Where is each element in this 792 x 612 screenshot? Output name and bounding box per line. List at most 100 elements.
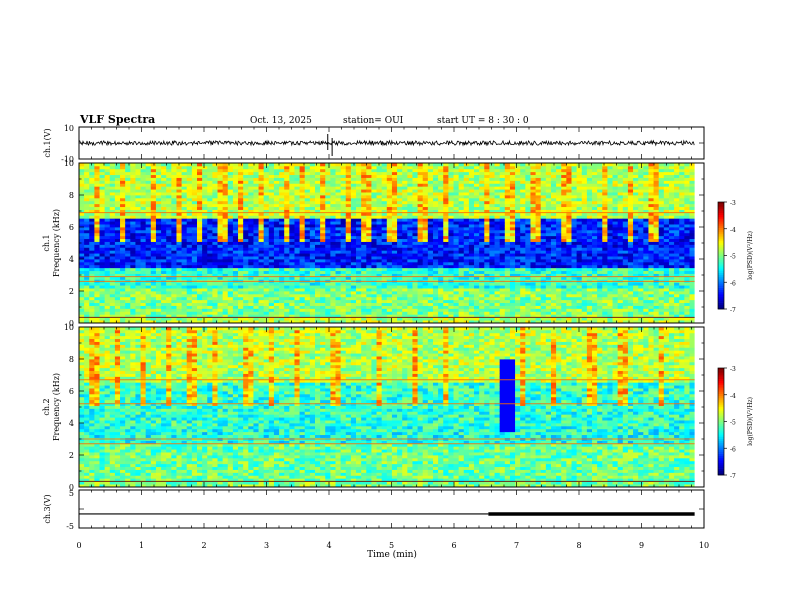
spectrogram-cell <box>279 200 285 205</box>
spectrogram-cell <box>186 212 193 216</box>
spectrogram-cell <box>304 195 311 199</box>
spectrogram-cell <box>320 241 326 245</box>
spectrogram-cell <box>114 293 121 298</box>
spectrogram-cell <box>489 250 495 254</box>
spectrogram-cell <box>448 221 454 225</box>
spectrogram-cell <box>509 227 516 231</box>
spectrogram-cell <box>232 238 239 242</box>
spectrogram-cell <box>350 270 357 274</box>
spectrogram-cell <box>484 293 490 298</box>
spectrogram-cell <box>356 305 362 309</box>
spectrogram-cell <box>504 302 511 306</box>
spectrogram-cell <box>150 229 157 234</box>
spectrogram-cell <box>279 235 285 240</box>
spectrogram-cell <box>232 235 239 240</box>
spectrogram-cell <box>504 314 511 318</box>
spectrogram-cell <box>356 250 362 254</box>
spectrogram-cell <box>515 282 521 286</box>
spectrogram-cell <box>412 267 418 272</box>
spectrogram-cell <box>196 212 203 216</box>
spectrogram-cell <box>417 212 424 216</box>
spectrogram-cell <box>381 203 388 208</box>
spectrogram-cell <box>104 209 111 213</box>
spectrogram-cell <box>484 282 490 286</box>
figure-title: VLF Spectra <box>79 113 155 126</box>
spectrogram-cell <box>432 238 439 242</box>
spectrogram-cell <box>386 212 393 216</box>
spectrogram-cell <box>268 282 275 286</box>
spectrogram-cell <box>458 302 465 306</box>
spectrogram-cell <box>191 221 198 225</box>
spectrogram-cell <box>94 314 100 318</box>
spectrogram-cell <box>453 215 460 219</box>
spectrogram-cell <box>232 247 239 251</box>
spectrogram-cell <box>438 311 444 315</box>
spectrogram-cell <box>504 291 511 295</box>
spectrogram-cell <box>304 244 311 248</box>
spectrogram-cell <box>99 308 106 312</box>
spectrogram-cell <box>191 296 198 301</box>
spectrogram-cell <box>335 180 342 184</box>
spectrogram-cell <box>186 314 193 318</box>
spectrogram-cell <box>525 320 531 324</box>
spectrogram-cell <box>212 215 218 219</box>
spectrogram-cell <box>453 256 460 260</box>
spectrogram-cell <box>243 267 249 272</box>
spectrogram-cell <box>309 174 316 178</box>
spectrogram-cell <box>432 314 439 318</box>
spectrogram-cell <box>340 163 347 167</box>
spectrogram-cell <box>150 308 157 312</box>
spectrogram-cell <box>238 200 244 205</box>
spectrogram-cell <box>120 247 126 251</box>
spectrogram-cell <box>263 229 270 234</box>
spectrogram-cell <box>381 227 388 231</box>
spectrogram-cell <box>166 200 172 205</box>
spectrogram-cell <box>525 317 531 321</box>
spectrogram-cell <box>299 259 306 263</box>
spectrogram-cell <box>453 308 460 312</box>
spectrogram-cell <box>258 302 265 306</box>
spectrogram-cell <box>366 285 372 289</box>
spectrogram-cell <box>238 285 244 289</box>
spectrogram-cell <box>191 273 198 277</box>
spectrogram-cell <box>402 215 408 219</box>
spectrogram-cell <box>155 250 162 254</box>
spectrogram-cell <box>422 174 429 178</box>
spectrogram-cell <box>335 165 342 170</box>
spectrogram-cell <box>114 282 121 286</box>
spectrogram-cell <box>417 299 424 304</box>
spectrogram-cell <box>309 192 316 196</box>
spectrogram-cell <box>366 221 372 225</box>
spectrogram-cell <box>325 256 331 260</box>
spectrogram-cell <box>120 317 126 321</box>
spectrogram-cell <box>155 314 162 318</box>
spectrogram-cell <box>499 183 506 187</box>
spectrogram-cell <box>284 244 290 248</box>
spectrogram-cell <box>356 200 362 205</box>
spectrogram-cell <box>161 174 167 178</box>
spectrogram-cell <box>438 203 444 208</box>
spectrogram-cell <box>407 186 413 190</box>
spectrogram-cell <box>402 314 408 318</box>
spectrogram-cell <box>525 200 531 205</box>
spectrogram-cell <box>494 235 501 240</box>
spectrogram-cell <box>525 177 531 181</box>
spectrogram-cell <box>125 200 131 205</box>
spectrogram-cell <box>407 291 413 295</box>
spectrogram-cell <box>99 224 106 228</box>
spectrogram-cell <box>458 293 465 298</box>
spectrogram-cell <box>294 299 300 304</box>
spectrogram-cell <box>515 264 521 269</box>
spectrogram-cell <box>181 314 188 318</box>
spectrogram-cell <box>79 305 85 309</box>
spectrogram-cell <box>340 273 347 277</box>
spectrogram-cell <box>520 317 526 321</box>
spectrogram-cell <box>104 308 111 312</box>
spectrogram-cell <box>155 308 162 312</box>
spectrogram-cell <box>161 296 167 301</box>
spectrogram-cell <box>135 212 141 216</box>
spectrogram-cell <box>407 288 413 292</box>
spectrogram-cell <box>248 189 254 193</box>
spectrogram-cell <box>284 276 290 280</box>
spectrogram-cell <box>155 165 162 170</box>
